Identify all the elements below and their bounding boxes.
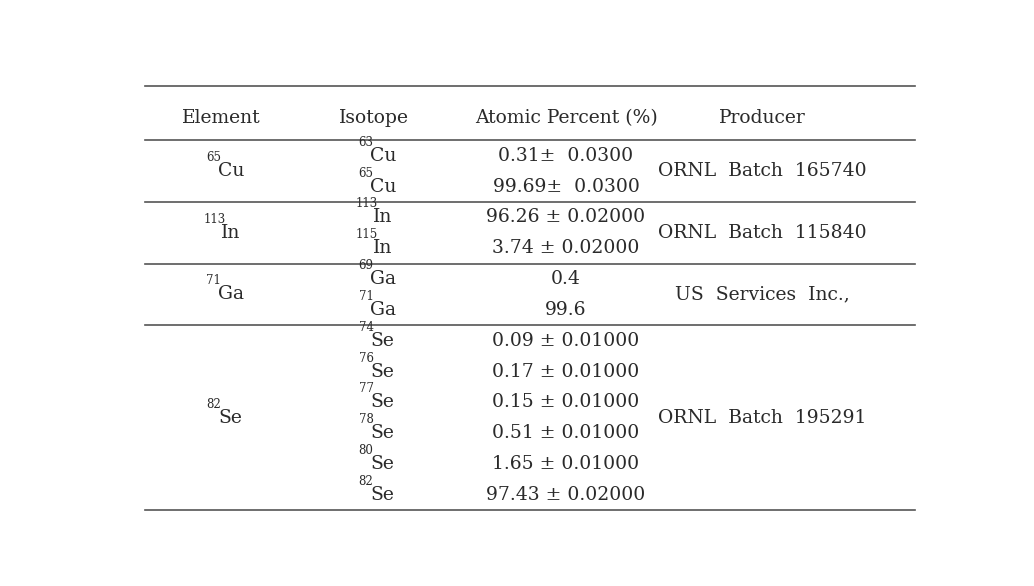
Text: Se: Se <box>370 455 394 473</box>
Text: Se: Se <box>218 409 242 427</box>
Text: 1.65 ± 0.01000: 1.65 ± 0.01000 <box>492 455 640 473</box>
Text: Cu: Cu <box>370 178 397 196</box>
Text: Producer: Producer <box>719 108 805 127</box>
Text: Se: Se <box>370 332 394 350</box>
Text: In: In <box>221 224 240 242</box>
Text: In: In <box>373 239 393 257</box>
Text: 0.09 ± 0.01000: 0.09 ± 0.01000 <box>492 332 640 350</box>
Text: Atomic Percent (%): Atomic Percent (%) <box>475 108 658 127</box>
Text: Se: Se <box>370 424 394 442</box>
Text: 65: 65 <box>359 166 373 179</box>
Text: 0.15 ± 0.01000: 0.15 ± 0.01000 <box>492 393 640 411</box>
Text: Ga: Ga <box>370 301 396 319</box>
Text: 113: 113 <box>204 213 225 226</box>
Text: Isotope: Isotope <box>339 108 408 127</box>
Text: 113: 113 <box>356 197 378 210</box>
Text: 76: 76 <box>359 352 373 364</box>
Text: 74: 74 <box>359 321 373 334</box>
Text: Cu: Cu <box>218 162 244 180</box>
Text: 0.31±  0.0300: 0.31± 0.0300 <box>498 146 634 165</box>
Text: 63: 63 <box>359 136 373 149</box>
Text: 65: 65 <box>207 151 221 164</box>
Text: Ga: Ga <box>218 285 244 304</box>
Text: Se: Se <box>370 363 394 380</box>
Text: 96.26 ± 0.02000: 96.26 ± 0.02000 <box>486 209 645 226</box>
Text: 77: 77 <box>359 383 373 396</box>
Text: 99.69±  0.0300: 99.69± 0.0300 <box>492 178 639 196</box>
Text: 0.17 ± 0.01000: 0.17 ± 0.01000 <box>492 363 640 380</box>
Text: In: In <box>373 209 393 226</box>
Text: 97.43 ± 0.02000: 97.43 ± 0.02000 <box>486 486 645 504</box>
Text: ORNL  Batch  195291: ORNL Batch 195291 <box>658 409 866 427</box>
Text: Cu: Cu <box>370 146 397 165</box>
Text: 82: 82 <box>207 398 221 411</box>
Text: 99.6: 99.6 <box>545 301 586 319</box>
Text: 82: 82 <box>359 475 373 488</box>
Text: 78: 78 <box>359 413 373 426</box>
Text: ORNL  Batch  115840: ORNL Batch 115840 <box>658 224 866 242</box>
Text: 80: 80 <box>359 444 373 457</box>
Text: Se: Se <box>370 393 394 411</box>
Text: 69: 69 <box>359 259 373 272</box>
Text: Element: Element <box>182 108 261 127</box>
Text: 71: 71 <box>207 274 221 288</box>
Text: 115: 115 <box>356 229 378 241</box>
Text: 0.51 ± 0.01000: 0.51 ± 0.01000 <box>492 424 640 442</box>
Text: 3.74 ± 0.02000: 3.74 ± 0.02000 <box>492 239 640 257</box>
Text: Se: Se <box>370 486 394 504</box>
Text: 0.4: 0.4 <box>551 270 581 288</box>
Text: US  Services  Inc.,: US Services Inc., <box>675 285 850 304</box>
Text: ORNL  Batch  165740: ORNL Batch 165740 <box>658 162 866 180</box>
Text: 71: 71 <box>359 290 373 303</box>
Text: Ga: Ga <box>370 270 396 288</box>
